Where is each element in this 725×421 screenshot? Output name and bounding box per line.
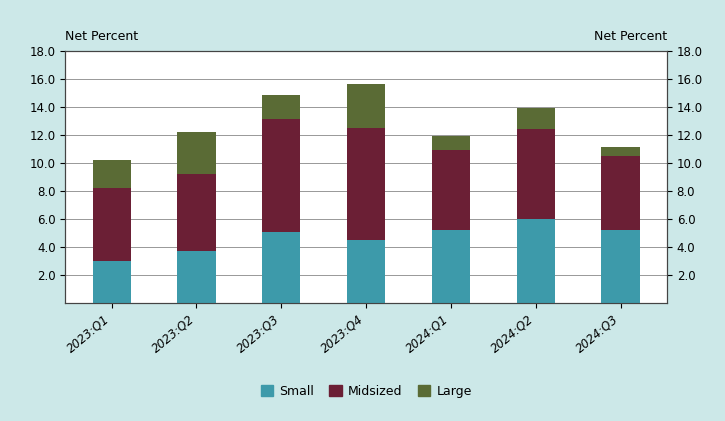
Bar [178, 174, 215, 251]
Bar [517, 129, 555, 219]
Bar [178, 132, 215, 174]
Text: Net Percent: Net Percent [65, 30, 138, 43]
Bar [517, 108, 555, 129]
Bar [432, 136, 470, 150]
Bar [517, 219, 555, 303]
Bar [178, 251, 215, 303]
Text: Net Percent: Net Percent [594, 30, 667, 43]
Legend: Small, Midsized, Large: Small, Midsized, Large [256, 380, 476, 403]
Bar [93, 160, 130, 188]
Bar [262, 119, 300, 232]
Bar [347, 128, 385, 240]
Bar [262, 96, 300, 119]
Bar [432, 230, 470, 303]
Bar [602, 147, 639, 156]
Bar [262, 232, 300, 303]
Bar [93, 188, 130, 261]
Bar [432, 150, 470, 230]
Bar [93, 261, 130, 303]
Bar [602, 156, 639, 230]
Bar [347, 240, 385, 303]
Bar [347, 84, 385, 128]
Bar [602, 230, 639, 303]
